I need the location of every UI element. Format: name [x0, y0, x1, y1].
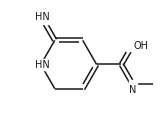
Polygon shape — [126, 42, 137, 51]
Polygon shape — [33, 59, 49, 70]
Text: N: N — [129, 85, 136, 95]
Text: HN: HN — [35, 59, 50, 70]
Text: HN: HN — [35, 12, 50, 22]
Polygon shape — [129, 80, 137, 88]
Text: OH: OH — [133, 41, 148, 51]
Polygon shape — [35, 13, 50, 25]
